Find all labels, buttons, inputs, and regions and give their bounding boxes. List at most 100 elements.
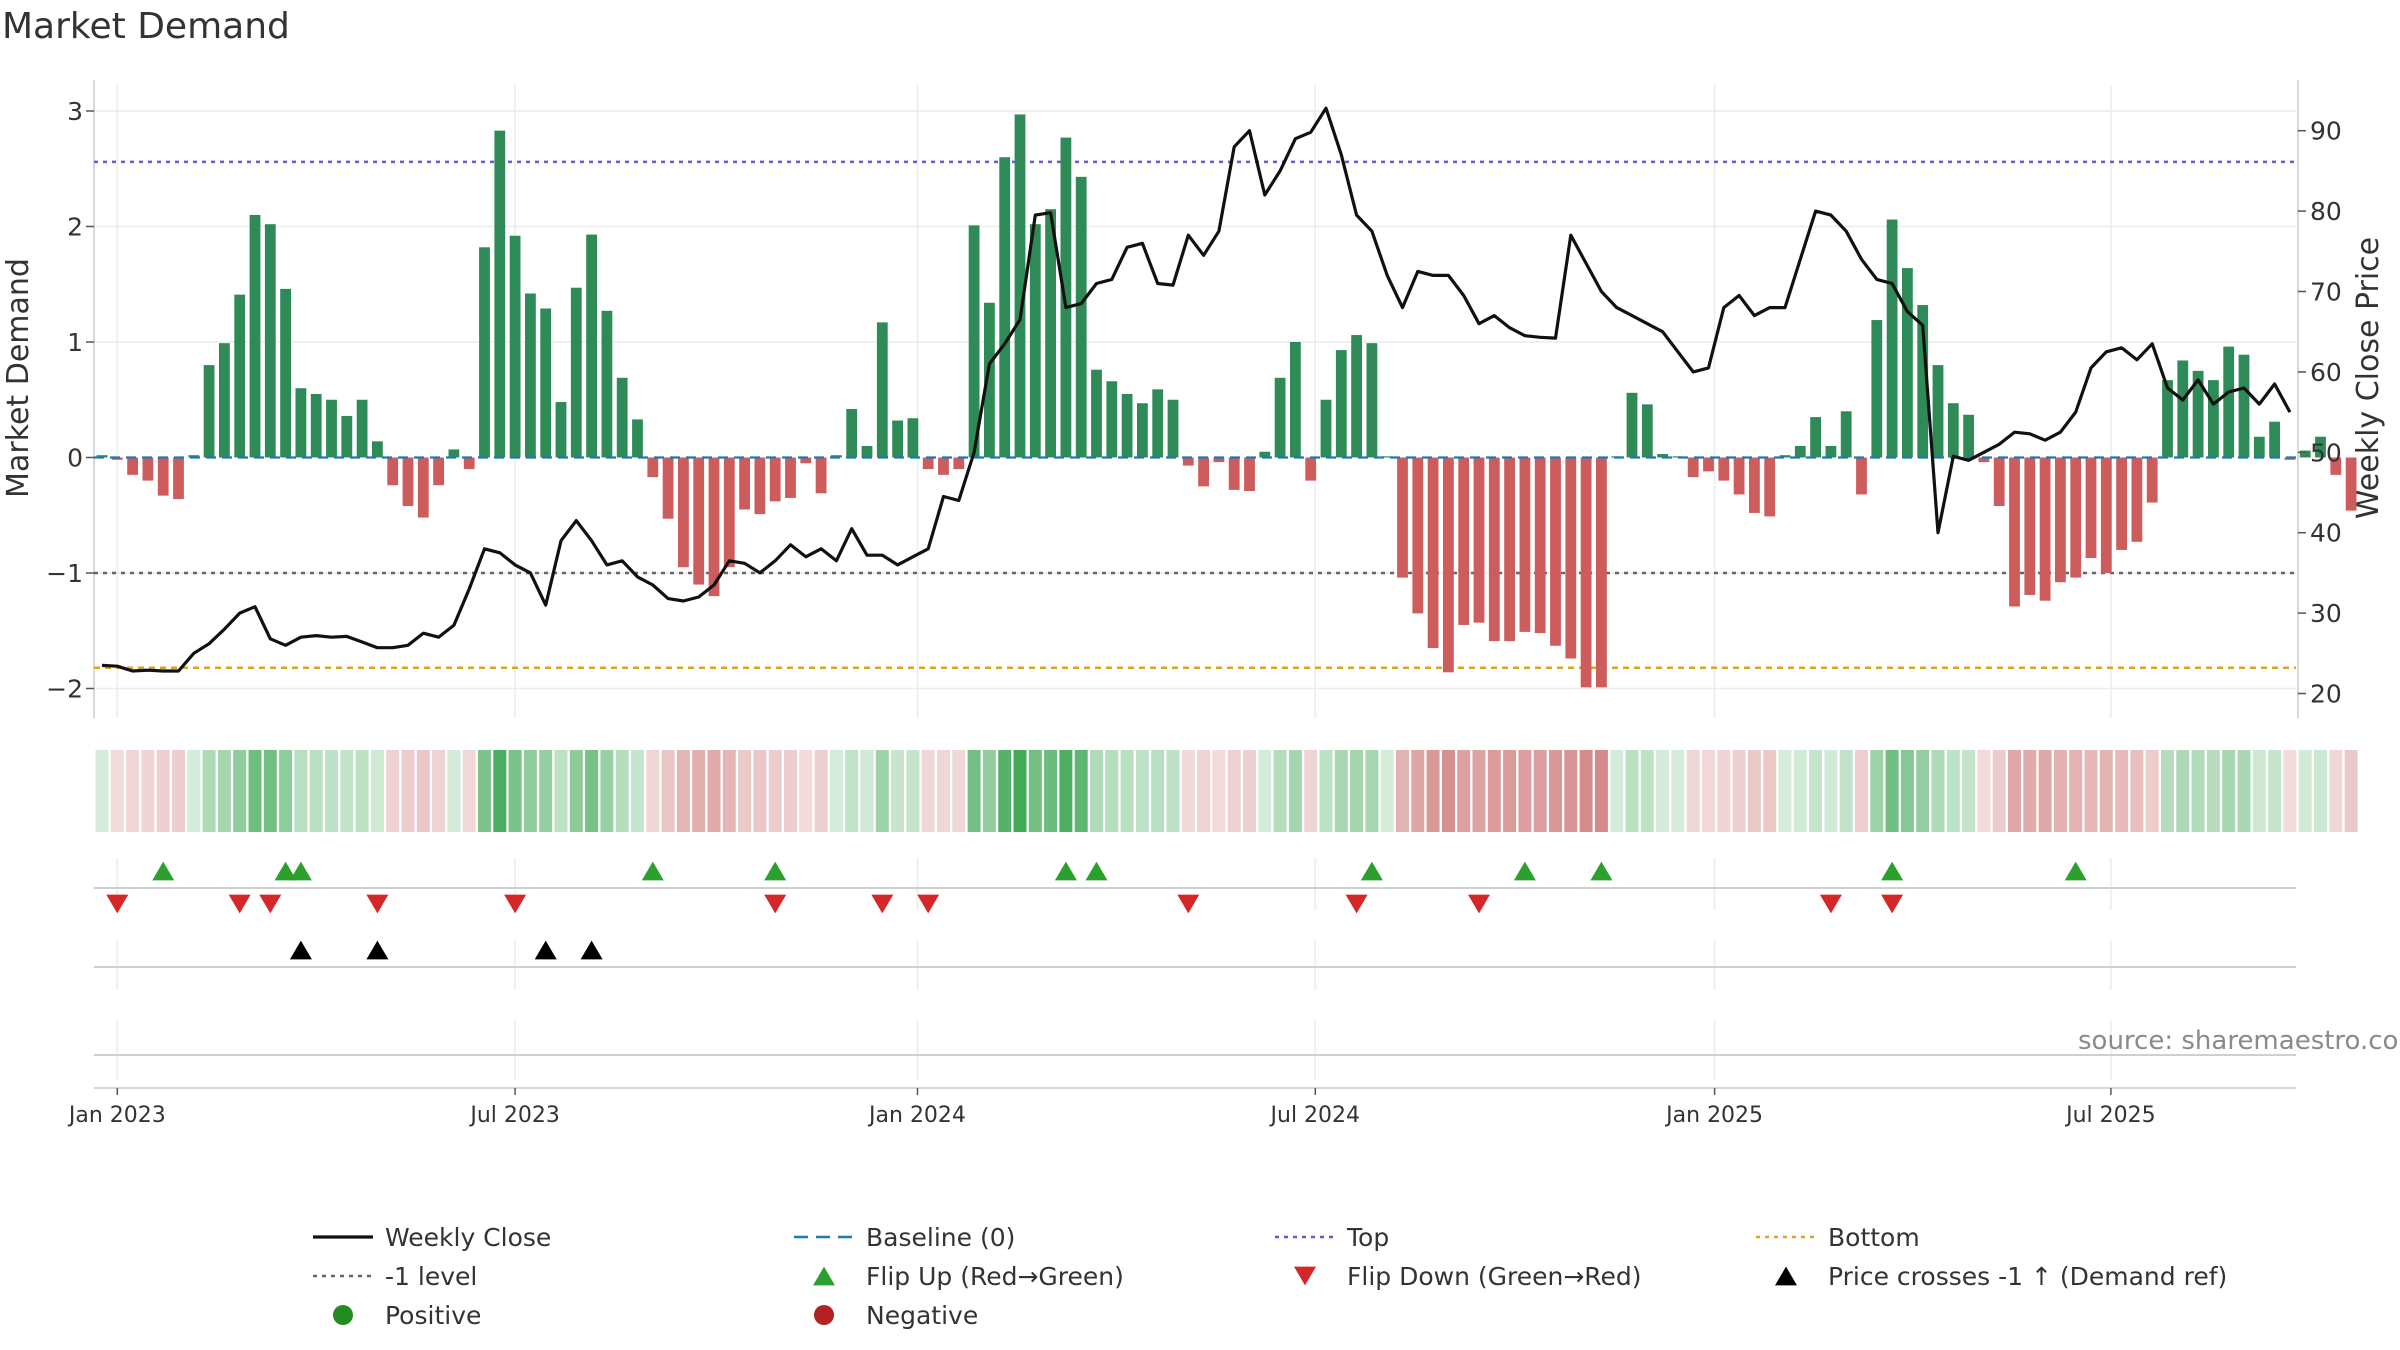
demand-bar bbox=[295, 388, 307, 458]
heat-cell bbox=[1396, 750, 1409, 832]
demand-bar bbox=[1152, 389, 1164, 458]
y2-tick-label: 80 bbox=[2310, 197, 2342, 226]
heat-cell bbox=[1625, 750, 1639, 832]
demand-bar bbox=[922, 457, 934, 470]
flip-up-marker bbox=[764, 861, 787, 881]
heat-cell bbox=[2252, 750, 2266, 832]
flip-down-marker bbox=[1881, 894, 1904, 914]
heat-cell bbox=[233, 750, 247, 832]
demand-bar bbox=[111, 457, 123, 460]
heat-cell bbox=[1059, 750, 1073, 832]
heat-cell bbox=[1380, 750, 1394, 832]
x-tick-label: Jul 2024 bbox=[1269, 1103, 1361, 1128]
demand-bar bbox=[479, 247, 490, 458]
heat-cell bbox=[1120, 750, 1134, 832]
x-tick-label: Jul 2023 bbox=[468, 1103, 560, 1128]
heat-cell bbox=[1579, 750, 1593, 832]
legend-label: Baseline (0) bbox=[866, 1223, 1015, 1252]
heat-cell bbox=[2069, 750, 2083, 832]
demand-bar bbox=[953, 457, 965, 470]
demand-bar bbox=[1473, 457, 1485, 623]
heat-cell bbox=[493, 750, 507, 832]
heat-cell bbox=[2023, 750, 2037, 832]
demand-bar bbox=[861, 445, 873, 458]
y-tick-label: 0 bbox=[67, 444, 83, 473]
demand-bar bbox=[1626, 392, 1638, 458]
flip-down-marker bbox=[1177, 894, 1200, 914]
demand-bar bbox=[1902, 268, 1913, 458]
x-tick-label: Jan 2024 bbox=[867, 1103, 966, 1128]
heat-cell bbox=[1166, 750, 1180, 832]
flip-up-marker bbox=[1085, 861, 1108, 881]
demand-bar bbox=[1840, 411, 1852, 458]
demand-bar bbox=[1886, 219, 1898, 458]
heat-cell bbox=[1824, 750, 1838, 832]
demand-bar bbox=[387, 457, 399, 486]
flip-down-marker bbox=[259, 894, 282, 914]
chart-title: Market Demand bbox=[2, 6, 290, 47]
heat-cell bbox=[1487, 750, 1501, 832]
heat-cell bbox=[1503, 750, 1517, 832]
heat-cell bbox=[1426, 750, 1440, 832]
demand-bar bbox=[1856, 457, 1867, 495]
heat-cell bbox=[416, 750, 430, 832]
heat-cell bbox=[1946, 750, 1960, 832]
demand-bar bbox=[1488, 457, 1500, 642]
demand-bar bbox=[2100, 457, 2112, 573]
demand-bar bbox=[1182, 457, 1194, 466]
demand-bar bbox=[892, 420, 903, 458]
heat-cell bbox=[172, 750, 185, 832]
demand-bar bbox=[2330, 457, 2342, 475]
legend-swatch bbox=[813, 1266, 835, 1286]
heat-cell bbox=[1273, 750, 1287, 832]
heat-cell bbox=[1197, 750, 1211, 832]
heat-cell bbox=[1992, 750, 2006, 832]
heat-cell bbox=[722, 750, 736, 832]
heat-cell bbox=[263, 750, 277, 832]
demand-bar bbox=[1825, 445, 1837, 458]
y2-tick-label: 30 bbox=[2310, 599, 2342, 628]
price-cross-marker bbox=[366, 940, 389, 960]
heat-cell bbox=[1839, 750, 1853, 832]
demand-bar bbox=[1963, 414, 1974, 458]
flip-up-marker bbox=[1054, 861, 1077, 881]
heat-cell bbox=[554, 750, 568, 832]
demand-bar bbox=[1993, 457, 2005, 507]
heat-cell bbox=[110, 750, 124, 832]
legend-swatch bbox=[1775, 1266, 1797, 1286]
flip-down-marker bbox=[764, 894, 787, 914]
demand-bar bbox=[1794, 445, 1806, 458]
heat-cell bbox=[569, 750, 583, 832]
demand-bar bbox=[2024, 457, 2036, 595]
heat-cell bbox=[2191, 750, 2205, 832]
demand-bar bbox=[1366, 343, 1378, 458]
heat-cell bbox=[187, 750, 201, 832]
heat-cell bbox=[1564, 750, 1578, 832]
heat-cell bbox=[1090, 750, 1103, 832]
heat-cell bbox=[1319, 750, 1333, 832]
demand-bar bbox=[1060, 137, 1072, 458]
demand-bar bbox=[1565, 457, 1577, 659]
demand-bar bbox=[1213, 457, 1225, 463]
demand-bar bbox=[509, 235, 521, 458]
main-grid bbox=[93, 80, 2299, 718]
heat-cell bbox=[1778, 750, 1792, 832]
demand-bar bbox=[968, 225, 980, 458]
demand-bar bbox=[1519, 457, 1531, 632]
demand-bar bbox=[1259, 451, 1271, 458]
demand-bar bbox=[525, 293, 536, 458]
heat-cell bbox=[1028, 750, 1042, 832]
heat-cell bbox=[340, 750, 354, 832]
demand-bar bbox=[1305, 457, 1317, 481]
heat-cell bbox=[982, 750, 996, 832]
heat-cell bbox=[2344, 750, 2358, 832]
heat-cell bbox=[2053, 750, 2067, 832]
demand-bar bbox=[2177, 360, 2189, 458]
demand-bar bbox=[876, 322, 888, 458]
demand-bar bbox=[1244, 457, 1255, 491]
demand-bar bbox=[769, 457, 781, 502]
demand-bar bbox=[1534, 457, 1546, 634]
demand-bar bbox=[203, 365, 215, 458]
demand-bar bbox=[372, 441, 383, 458]
demand-bar bbox=[1749, 457, 1760, 513]
